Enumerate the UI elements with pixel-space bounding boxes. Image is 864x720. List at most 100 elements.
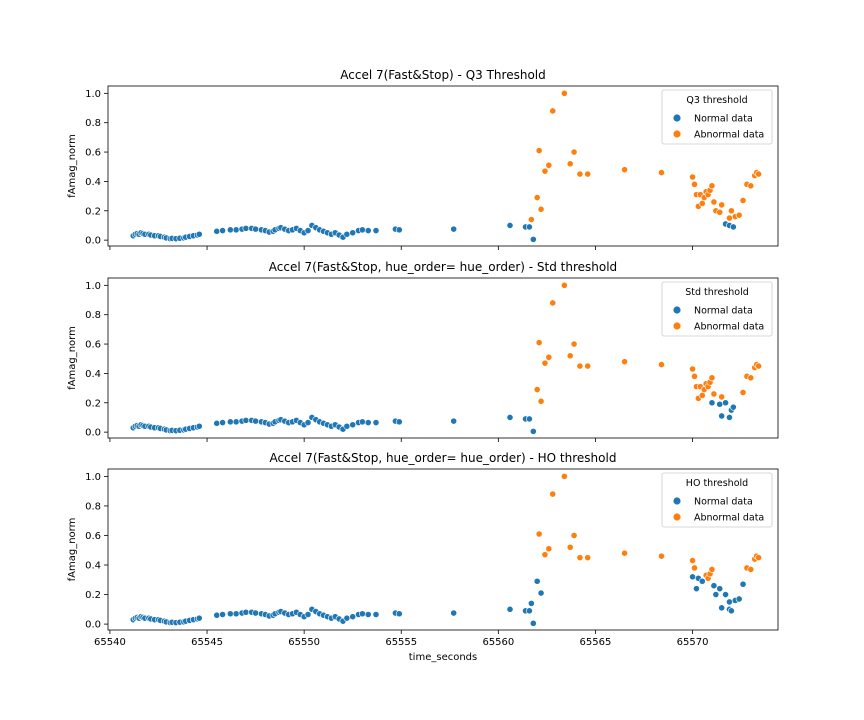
data-point	[537, 589, 545, 597]
data-point	[395, 226, 403, 234]
data-point	[359, 418, 366, 426]
data-point	[718, 412, 726, 420]
data-point	[219, 419, 226, 426]
data-point	[195, 422, 203, 430]
data-point	[395, 418, 403, 426]
legend-title: HO threshold	[686, 478, 748, 489]
data-point	[549, 107, 557, 115]
data-point	[691, 180, 698, 188]
legend-marker	[673, 130, 681, 138]
data-point	[537, 397, 545, 405]
legend-entry: Abnormal data	[694, 130, 764, 141]
y-axis-label: fAmag_norm	[67, 326, 78, 390]
data-point	[506, 222, 514, 229]
data-point	[526, 607, 533, 615]
y-tick-label: 0.6	[85, 148, 101, 159]
legend-marker	[673, 114, 681, 122]
data-point	[343, 230, 351, 238]
chart-title: Accel 7(Fast&Stop, hue_order= hue_order)…	[269, 260, 617, 274]
data-point	[689, 365, 696, 373]
x-tick-label: 65540	[94, 637, 126, 648]
data-point	[708, 566, 716, 573]
data-point	[549, 299, 557, 307]
data-point	[343, 422, 351, 430]
data-point	[537, 205, 545, 213]
data-point	[529, 427, 537, 435]
data-point	[698, 392, 706, 399]
data-point	[533, 577, 541, 585]
data-point	[747, 566, 755, 573]
data-point	[252, 609, 259, 617]
y-tick-label: 1.0	[85, 89, 101, 100]
data-point	[219, 611, 226, 618]
data-point	[545, 545, 553, 553]
y-tick-label: 0.2	[85, 590, 101, 601]
y-tick-label: 0.2	[85, 398, 101, 409]
data-point	[584, 362, 592, 370]
data-point	[359, 226, 366, 234]
series-abnormal	[533, 281, 762, 405]
data-point	[584, 554, 592, 562]
data-point	[708, 182, 716, 190]
data-point	[219, 227, 226, 234]
data-point	[349, 229, 357, 237]
x-tick-label: 65565	[580, 637, 612, 648]
y-tick-label: 0.0	[85, 236, 101, 247]
data-point	[541, 551, 549, 559]
legend-entry: Normal data	[694, 306, 753, 317]
chart-panel-1: Accel 7(Fast&Stop) - Q3 Threshold 0.0 0.2 0…	[67, 68, 779, 250]
data-point	[232, 610, 240, 618]
data-point	[710, 582, 718, 590]
data-point	[710, 390, 718, 398]
data-point	[541, 359, 549, 367]
data-point	[226, 418, 234, 426]
data-point	[718, 604, 726, 612]
data-point	[359, 610, 366, 618]
data-point	[658, 361, 665, 369]
data-point	[584, 170, 592, 178]
y-tick-label: 0.0	[85, 620, 101, 631]
data-point	[747, 374, 755, 382]
data-point	[232, 226, 240, 234]
data-point	[545, 161, 553, 169]
data-point	[755, 554, 762, 562]
data-point	[722, 591, 729, 598]
data-point	[195, 614, 203, 622]
data-point	[698, 577, 706, 585]
data-point	[450, 225, 458, 233]
y-tick-label: 1.0	[85, 281, 101, 292]
legend-title: Q3 threshold	[686, 95, 747, 106]
data-point	[560, 281, 568, 289]
data-point	[739, 580, 747, 588]
data-point	[364, 227, 372, 234]
y-tick-label: 0.8	[85, 310, 101, 321]
data-point	[570, 148, 578, 156]
data-point	[735, 595, 743, 603]
data-point	[195, 230, 203, 238]
data-point	[226, 226, 234, 234]
data-point	[529, 235, 537, 243]
data-point	[526, 415, 533, 423]
legend-title: Std threshold	[685, 287, 749, 298]
legend-marker	[673, 322, 681, 330]
data-point	[708, 399, 716, 407]
data-point	[304, 419, 312, 426]
series-abnormal	[535, 472, 762, 582]
data-point	[755, 170, 762, 178]
data-point	[549, 490, 557, 498]
y-tick-label: 0.0	[85, 428, 101, 439]
legend-entry: Abnormal data	[694, 513, 764, 524]
data-point	[560, 472, 568, 480]
y-axis-label: fAmag_norm	[67, 134, 78, 198]
data-point	[304, 227, 312, 234]
series-abnormal	[527, 89, 762, 223]
data-point	[735, 211, 743, 219]
data-point	[226, 610, 234, 618]
data-point	[658, 169, 665, 177]
data-point	[570, 532, 578, 539]
y-tick-label: 0.6	[85, 340, 101, 351]
legend: Std threshold Normal data Abnormal data	[661, 281, 773, 337]
data-point	[712, 591, 720, 598]
data-point	[213, 611, 221, 619]
